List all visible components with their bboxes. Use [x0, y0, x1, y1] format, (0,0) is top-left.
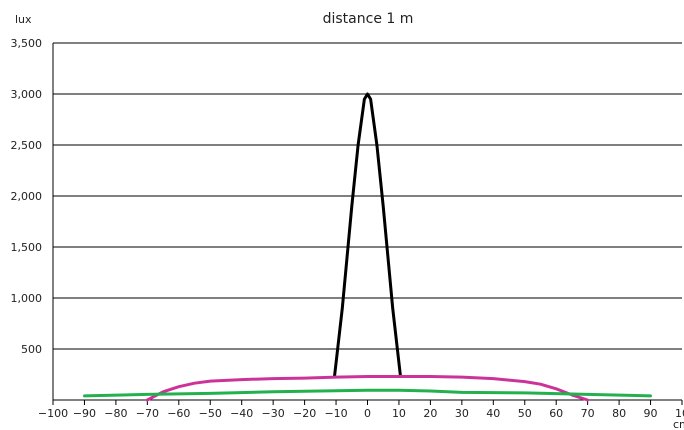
y-tick-label: 500 [21, 343, 42, 356]
x-tick-label: 40 [486, 407, 500, 420]
y-tick-label: 3,000 [11, 88, 43, 101]
x-tick-label: −50 [199, 407, 222, 420]
y-axis-ticks: 500 1,000 1,500 2,000 2,500 3,000 3,500 [11, 37, 43, 356]
x-tick-label: −20 [293, 407, 316, 420]
grid-lines [52, 42, 682, 401]
x-tick-label: 70 [581, 407, 595, 420]
x-tick-label: 30 [455, 407, 469, 420]
x-axis: −100 −90 −80 −70 −60 −50 −40 −30 −20 −10 0 10 20 30 40… [38, 400, 684, 420]
x-tick-label: −70 [136, 407, 159, 420]
y-tick-label: 1,500 [11, 241, 43, 254]
y-tick-label: 1,000 [11, 292, 43, 305]
x-tick-label: −60 [167, 407, 190, 420]
series-line-2 [145, 375, 590, 402]
x-tick-label: −10 [324, 407, 347, 420]
y-tick-label: 3,500 [11, 37, 43, 50]
y-tick-label: 2,500 [11, 139, 43, 152]
x-tick-label: 50 [518, 407, 532, 420]
chart-title: distance 1 m [323, 11, 414, 27]
x-tick-label: 20 [423, 407, 437, 420]
x-tick-label: 10 [392, 407, 406, 420]
x-tick-label: −40 [230, 407, 253, 420]
x-axis-unit: cm [673, 418, 684, 430]
series-lines [83, 92, 652, 402]
x-tick-label: 0 [364, 407, 371, 420]
x-tick-label: 80 [612, 407, 626, 420]
y-axis-unit: lux [15, 13, 32, 26]
series-line-3 [83, 388, 652, 398]
x-tick-label: −30 [262, 407, 285, 420]
x-tick-label: −80 [104, 407, 127, 420]
x-tick-label: 10 [675, 407, 684, 420]
x-tick-label: −100 [38, 407, 68, 420]
y-tick-label: 2,000 [11, 190, 43, 203]
x-tick-label: −90 [73, 407, 96, 420]
x-tick-label: 60 [549, 407, 563, 420]
series-line-1 [333, 92, 402, 378]
x-tick-label: 90 [644, 407, 658, 420]
